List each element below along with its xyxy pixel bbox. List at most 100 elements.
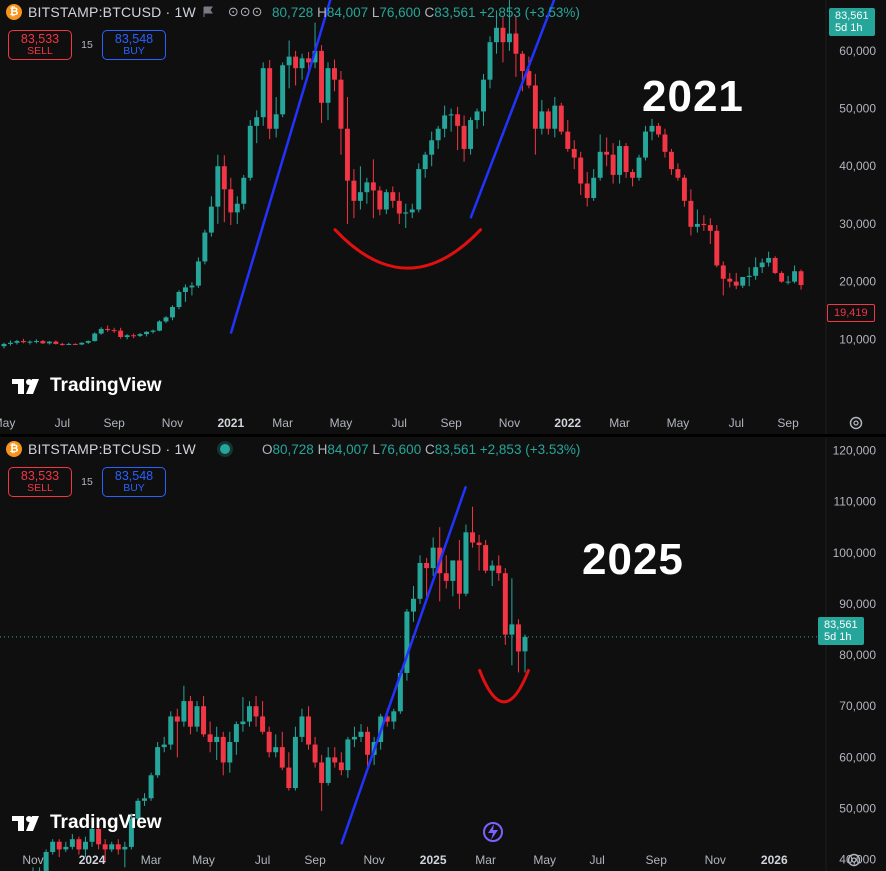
candle-body	[443, 573, 449, 581]
candle-body	[260, 68, 266, 118]
candle-body	[187, 701, 193, 727]
x-tick-label: Sep	[646, 853, 668, 867]
candle-body	[506, 33, 512, 43]
candle-body	[397, 672, 403, 712]
candle-body	[681, 177, 687, 201]
candle-body	[105, 328, 111, 331]
market-status-icon[interactable]	[219, 444, 230, 454]
candle-body	[416, 169, 422, 210]
x-tick-label: Nov	[363, 853, 384, 867]
candlestick-chart-2021[interactable]: 10,00020,00030,00040,00050,00060,00070,0…	[0, 0, 886, 434]
y-tick-label: 50,000	[839, 102, 876, 116]
candle-body	[515, 624, 521, 652]
candle-body	[144, 331, 150, 335]
x-tick-label: Nov	[499, 416, 520, 430]
open-value: 80,728	[272, 5, 314, 20]
open-label: O	[262, 442, 273, 457]
candle-body	[496, 565, 502, 574]
settings-gear-icon[interactable]	[848, 415, 864, 431]
candle-body	[509, 624, 515, 635]
candle-body	[306, 58, 312, 63]
candle-body	[157, 321, 162, 331]
last-price-tag: 83,561 5d 1h	[818, 617, 864, 645]
symbol-title[interactable]: BITSTAMP:BTCUSD · 1W	[28, 4, 196, 20]
candle-body	[410, 598, 416, 612]
candlestick-chart-2025[interactable]: 40,000 50,000 60,000 70,000 80,000 90,000 100,…	[0, 437, 886, 871]
logo-text: TradingView	[50, 375, 162, 396]
y-tick-label: 20,000	[839, 275, 876, 289]
candle-body	[148, 775, 154, 799]
candle-body	[383, 192, 389, 210]
low-label: L	[371, 5, 380, 20]
x-tick-label: Nov	[705, 853, 726, 867]
buy-button[interactable]: 83,548 BUY	[102, 30, 166, 60]
chart-panel-2025[interactable]: 40,000 50,000 60,000 70,000 80,000 90,000 100,…	[0, 437, 886, 871]
sell-label: SELL	[27, 45, 53, 57]
candle-body	[109, 844, 115, 850]
candle-body	[207, 734, 213, 743]
high-value: 84,007	[326, 5, 369, 20]
sell-button[interactable]: 83,533 SELL	[8, 467, 72, 497]
candle-body	[227, 742, 233, 763]
candle-body	[273, 114, 279, 129]
chart-panel-2021[interactable]: 10,00020,00030,00040,00050,00060,00070,0…	[0, 0, 886, 434]
last-price: 83,561	[835, 10, 869, 22]
candle-body	[461, 125, 467, 149]
candle-body	[280, 65, 286, 115]
candle-body	[128, 818, 134, 847]
x-tick-label: Jul	[55, 416, 70, 430]
lightning-replay-icon[interactable]	[480, 821, 506, 843]
candle-body	[384, 716, 390, 722]
buy-button[interactable]: 83,548 BUY	[102, 467, 166, 497]
y-tick-label: 60,000	[839, 750, 876, 764]
candles-group	[1, 0, 804, 349]
low-value: 76,600	[379, 442, 422, 457]
symbol-header[interactable]: ₿ BITSTAMP:BTCUSD · 1W	[6, 441, 230, 457]
candle-body	[63, 846, 69, 850]
year-annotation: 2025	[582, 535, 684, 584]
settings-gear-icon[interactable]	[846, 852, 862, 868]
x-tick-label: 2022	[554, 416, 581, 430]
candle-body	[176, 292, 182, 307]
candle-body	[489, 565, 495, 571]
candle-body	[345, 739, 351, 771]
symbol-title[interactable]: BITSTAMP:BTCUSD · 1W	[28, 441, 196, 457]
more-options-icon[interactable]: ⊙⊙⊙	[227, 4, 264, 19]
candle-body	[707, 225, 713, 231]
candle-body	[617, 146, 623, 175]
low-value: 76,600	[379, 5, 421, 20]
candle-body	[442, 115, 448, 129]
trade-buttons: 83,533 SELL 15 83,548 BUY	[8, 467, 166, 497]
candle-body	[98, 328, 104, 334]
candle-body	[260, 716, 266, 732]
candle-body	[332, 757, 338, 763]
candle-body	[306, 716, 312, 745]
candle-body	[279, 747, 285, 768]
candle-body	[253, 706, 259, 717]
tradingview-logo[interactable]: TradingView	[12, 375, 162, 397]
y-tick-label: 100,000	[833, 546, 877, 560]
candle-body	[597, 151, 603, 178]
candle-body	[247, 125, 253, 178]
candle-body	[720, 265, 726, 279]
candle-body	[470, 532, 476, 543]
ohlc-readout: O80,728 H84,007 L76,600 C83,561 +2,853 (…	[262, 442, 580, 457]
sell-button[interactable]: 83,533 SELL	[8, 30, 72, 60]
x-tick-label: Jul	[589, 853, 604, 867]
candle-body	[241, 177, 247, 204]
candle-body	[194, 706, 200, 727]
y-tick-label: 60,000	[839, 44, 876, 58]
candle-body	[429, 140, 435, 155]
flag-icon[interactable]	[202, 6, 214, 18]
candle-body	[344, 128, 350, 181]
candle-body	[733, 281, 739, 286]
symbol-header[interactable]: ₿ BITSTAMP:BTCUSD · 1W ⊙⊙⊙	[6, 4, 264, 20]
tradingview-logo[interactable]: TradingView	[12, 812, 162, 834]
candle-body	[481, 79, 486, 112]
candle-body	[8, 342, 13, 344]
candle-body	[163, 317, 169, 322]
candle-body	[422, 154, 428, 170]
candle-body	[170, 307, 175, 318]
x-tick-label: Mar	[272, 416, 293, 430]
candle-body	[233, 724, 239, 743]
